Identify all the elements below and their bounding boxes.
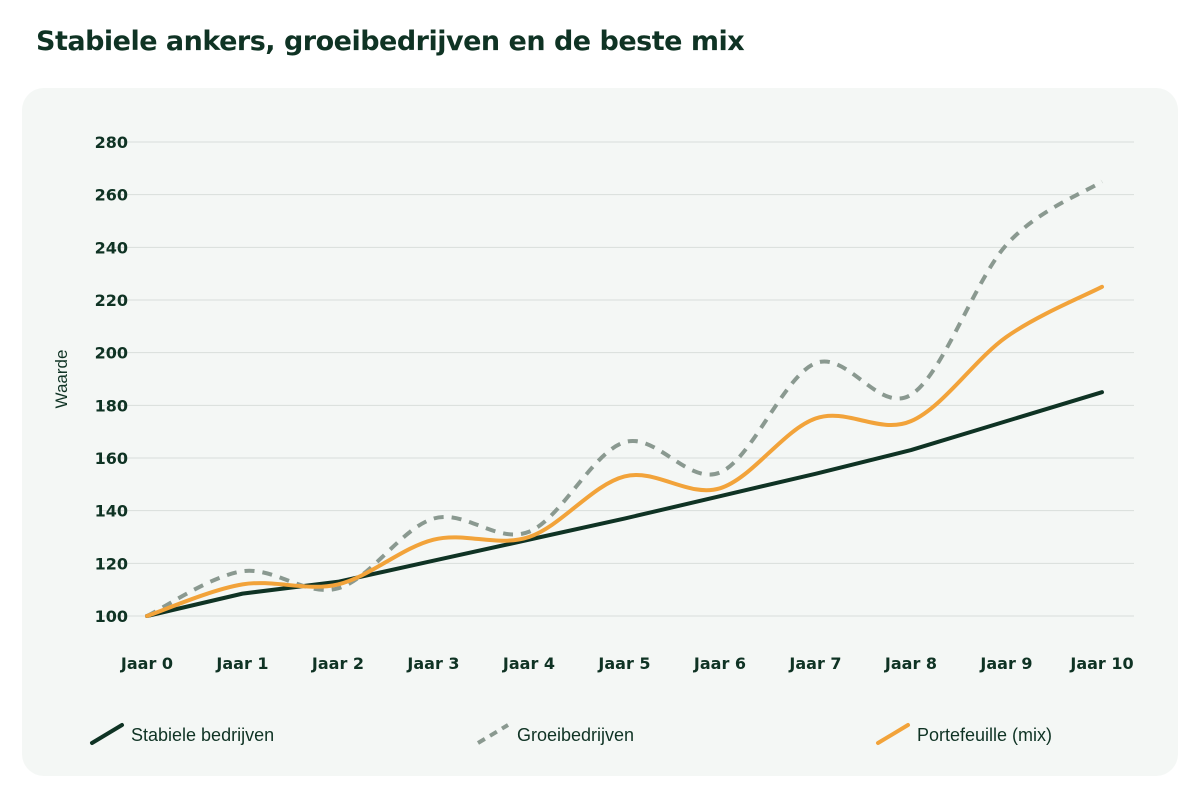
x-tick-label: Jaar 5 <box>597 654 650 673</box>
series-line-0 <box>145 390 1104 618</box>
x-tick-label: Jaar 0 <box>120 654 173 673</box>
x-tick-label: Jaar 2 <box>311 654 364 673</box>
x-tick-label: Jaar 8 <box>884 654 937 673</box>
x-tick-label: Jaar 7 <box>788 654 841 673</box>
legend-label-2: Portefeuille (mix) <box>917 725 1052 745</box>
y-tick-label: 120 <box>95 554 128 573</box>
legend: Stabiele bedrijven Groeibedrijven Portefeu… <box>90 723 1052 745</box>
series-line-1 <box>146 179 1104 618</box>
legend-label-0: Stabiele bedrijven <box>131 725 274 745</box>
grid-lines <box>100 141 1134 617</box>
chart-title: Stabiele ankers, groeibedrijven en de be… <box>36 26 745 57</box>
y-axis-label: Waarde <box>52 350 71 409</box>
y-tick-label: 220 <box>95 291 128 310</box>
y-tick-label: 240 <box>95 238 128 257</box>
y-tick-label: 200 <box>95 344 128 363</box>
legend-swatch-0 <box>90 723 124 745</box>
legend-swatch-1 <box>476 723 510 745</box>
x-tick-label: Jaar 6 <box>693 654 746 673</box>
x-tick-labels: Jaar 0 Jaar 1 Jaar 2 Jaar 3 Jaar 4 Jaar 5 Jaar… <box>120 654 1134 673</box>
y-tick-label: 140 <box>95 502 128 521</box>
y-tick-label: 160 <box>95 449 128 468</box>
legend-swatch-2 <box>876 723 910 745</box>
y-tick-labels: 100 120 140 160 180 200 220 240 260 280 <box>95 133 128 626</box>
series-line-2 <box>145 284 1104 618</box>
x-tick-label: Jaar 4 <box>502 654 555 673</box>
x-tick-label: Jaar 9 <box>979 654 1032 673</box>
x-tick-label: Jaar 10 <box>1069 654 1133 673</box>
x-tick-label: Jaar 3 <box>406 654 459 673</box>
y-tick-label: 280 <box>95 133 128 152</box>
series-lines <box>145 179 1104 618</box>
x-tick-label: Jaar 1 <box>215 654 268 673</box>
y-tick-label: 260 <box>95 186 128 205</box>
legend-label-1: Groeibedrijven <box>517 725 634 745</box>
chart-card <box>22 88 1178 776</box>
y-tick-label: 100 <box>95 607 128 626</box>
y-tick-label: 180 <box>95 396 128 415</box>
